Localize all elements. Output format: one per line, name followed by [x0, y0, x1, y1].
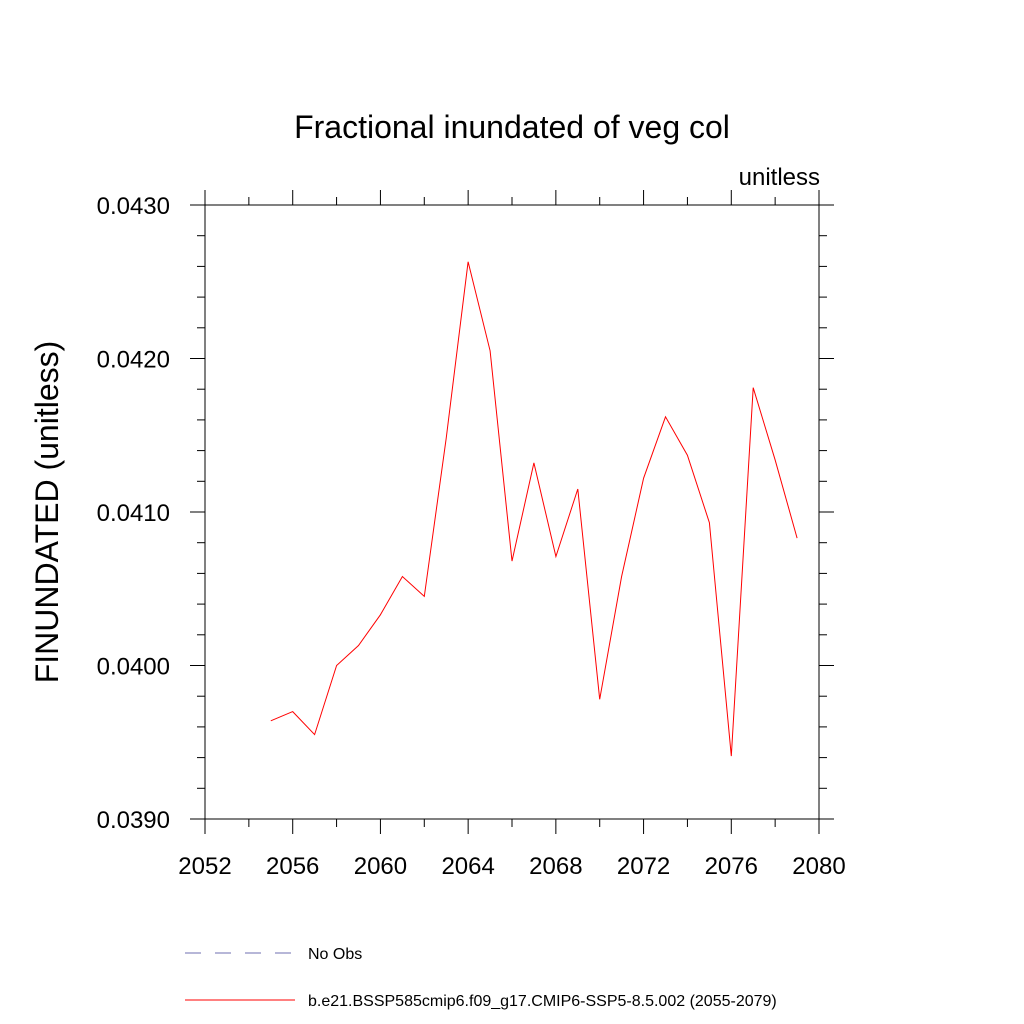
- chart-title: Fractional inundated of veg col: [294, 109, 730, 145]
- y-tick-label: 0.0400: [97, 654, 170, 681]
- x-axis-ticks: 2052 2056 2060 2064 2068 2072 2076 2080: [178, 190, 846, 880]
- x-tick-label: 2052: [178, 853, 231, 880]
- x-tick-label: 2060: [354, 853, 407, 880]
- legend-label-model: b.e21.BSSP585cmip6.f09_g17.CMIP6-SSP5-8.…: [308, 993, 777, 1010]
- x-tick-label: 2068: [529, 853, 582, 880]
- x-tick-label: 2072: [617, 853, 670, 880]
- series-layer: [270, 261, 798, 757]
- x-tick-label: 2064: [441, 853, 494, 880]
- units-label: unitless: [739, 164, 820, 191]
- series-line-0: [270, 261, 798, 757]
- legend: No Obs b.e21.BSSP585cmip6.f09_g17.CMIP6-…: [185, 946, 777, 1010]
- y-tick-label: 0.0420: [97, 347, 170, 374]
- y-tick-label: 0.0410: [97, 500, 170, 527]
- x-tick-label: 2076: [705, 853, 758, 880]
- y-axis-label: FINUNDATED (unitless): [29, 341, 65, 684]
- y-axis-ticks: 0.0390 0.0400 0.0410 0.0420 0.0430: [97, 193, 834, 834]
- plot-frame: [204, 204, 820, 820]
- x-tick-label: 2056: [266, 853, 319, 880]
- y-tick-label: 0.0390: [97, 807, 170, 834]
- y-tick-label: 0.0430: [97, 193, 170, 220]
- x-tick-label: 2080: [792, 853, 845, 880]
- legend-label-no-obs: No Obs: [308, 946, 362, 963]
